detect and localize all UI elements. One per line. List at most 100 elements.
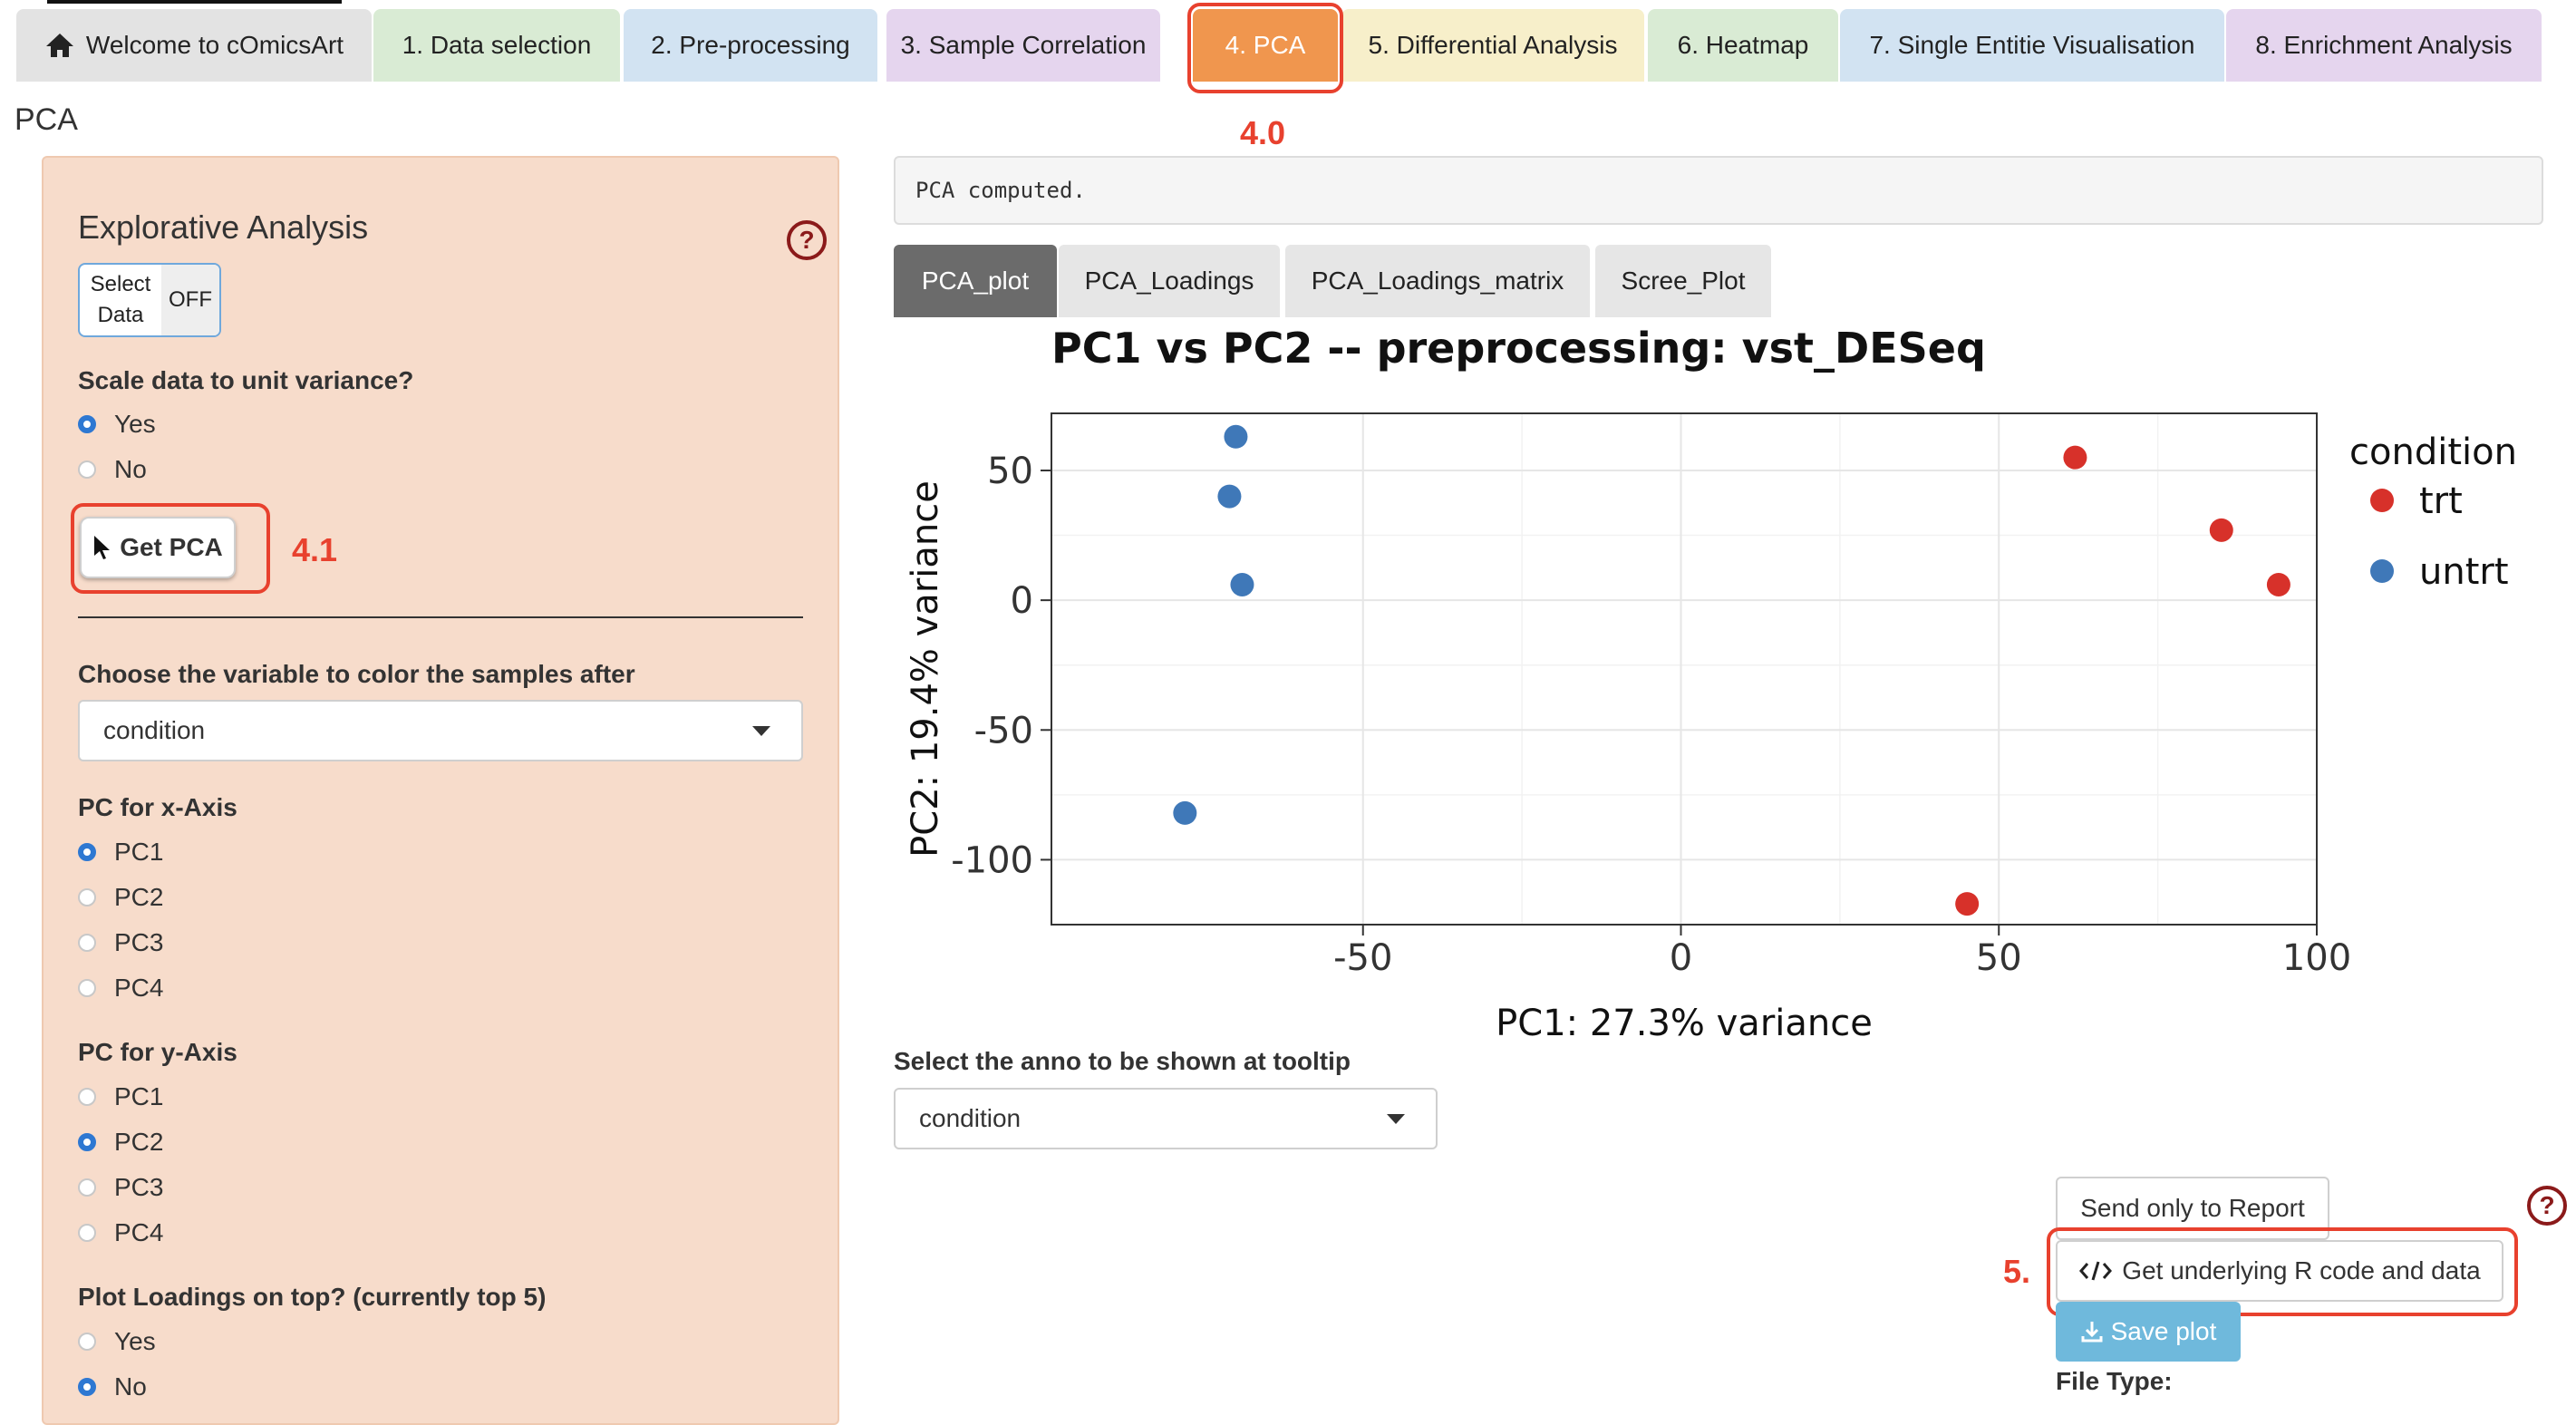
radio-unselected — [78, 934, 96, 952]
plot-panel — [1051, 413, 2317, 925]
radio-unselected — [78, 979, 96, 997]
scale-yes-radio[interactable]: Yes — [78, 410, 156, 439]
data-point-trt — [1955, 892, 1980, 916]
x-axis-title: PC1: 27.3% variance — [1496, 1003, 1873, 1042]
page-title: PCA — [15, 102, 78, 137]
send-to-report-button[interactable]: Send only to Report — [2056, 1177, 2329, 1240]
pc-y-pc4-radio[interactable]: PC4 — [78, 1218, 163, 1247]
radio-unselected — [78, 1178, 96, 1197]
scale-label: Scale data to unit variance? — [78, 366, 414, 394]
select-data-toggle[interactable]: Select Data OFF — [78, 263, 221, 337]
x-tick-label: 0 — [1670, 937, 1692, 979]
highlight-get-pca — [71, 503, 270, 594]
chevron-down-icon — [752, 726, 770, 736]
y-axis-title: PC2: 19.4% variance — [905, 480, 946, 858]
tab-pca-plot[interactable]: PCA_plot — [894, 245, 1057, 317]
status-output: PCA computed. — [894, 156, 2543, 225]
data-point-trt — [2209, 518, 2233, 542]
data-point-trt — [2063, 445, 2087, 470]
tab-step-1[interactable]: 1. Data selection — [373, 9, 620, 82]
radio-unselected — [78, 1224, 96, 1242]
highlight-rcode — [2047, 1227, 2518, 1316]
help-icon[interactable]: ? — [787, 220, 827, 260]
data-point-untrt — [1224, 424, 1248, 449]
pc-x-pc3-radio[interactable]: PC3 — [78, 928, 163, 957]
legend-label-untrt: untrt — [2419, 551, 2509, 593]
tab-step-6[interactable]: 6. Heatmap — [1648, 9, 1838, 82]
tooltip-anno-label: Select the anno to be shown at tooltip — [894, 1047, 1351, 1075]
scale-no-radio[interactable]: No — [78, 455, 147, 484]
x-tick-label: 100 — [2282, 937, 2351, 979]
get-rcode-button[interactable]: Get underlying R code and data — [2056, 1240, 2503, 1302]
legend-key-untrt — [2370, 559, 2394, 583]
toggle-label: Select Data — [90, 272, 151, 327]
annotation-get-pca-step: 4.1 — [292, 531, 338, 568]
color-by-select[interactable]: condition — [78, 700, 803, 761]
sidebar-panel — [42, 156, 839, 1425]
y-tick-label: 50 — [987, 451, 1033, 492]
tab-strip-edge — [47, 0, 342, 4]
divider — [78, 616, 803, 618]
tab-pca-loadings-matrix[interactable]: PCA_Loadings_matrix — [1285, 245, 1590, 317]
chevron-down-icon — [1387, 1114, 1405, 1124]
chart-title: PC1 vs PC2 -- preprocessing: vst_DESeq — [1051, 324, 1986, 373]
pc-x-label: PC for x-Axis — [78, 793, 237, 821]
tab-step-8[interactable]: 8. Enrichment Analysis — [2226, 9, 2542, 82]
legend-title: condition — [2349, 431, 2517, 473]
y-tick-label: -50 — [974, 710, 1033, 751]
pca-plot-area: -50 0 50 100 50 0 -50 -100 PC1 vs PC2 -- preproc… — [894, 317, 2543, 1044]
radio-selected — [78, 843, 96, 861]
pc-y-pc2-radio[interactable]: PC2 — [78, 1128, 163, 1157]
radio-unselected — [78, 888, 96, 906]
annotation-tab-step: 4.0 — [1240, 114, 1286, 151]
x-tick-label: -50 — [1333, 937, 1392, 979]
pca-scatter-chart: -50 0 50 100 50 0 -50 -100 PC1 vs PC2 -- preproc… — [905, 324, 2517, 1044]
save-plot-button[interactable]: Save plot — [2056, 1302, 2241, 1362]
data-point-untrt — [1173, 800, 1197, 825]
tab-step-4[interactable]: 4. PCA — [1193, 9, 1338, 82]
y-tick-label: -100 — [951, 839, 1033, 881]
pc-x-pc2-radio[interactable]: PC2 — [78, 883, 163, 912]
radio-selected — [78, 1378, 96, 1396]
download-icon — [2080, 1320, 2104, 1343]
tab-step-3[interactable]: 3. Sample Correlation — [886, 9, 1160, 82]
loadings-yes-radio[interactable]: Yes — [78, 1327, 156, 1356]
tooltip-anno-select[interactable]: condition — [894, 1088, 1438, 1149]
y-tick-label: 0 — [1011, 580, 1033, 622]
radio-unselected — [78, 460, 96, 479]
loadings-no-radio[interactable]: No — [78, 1372, 147, 1401]
help-icon[interactable]: ? — [2527, 1186, 2567, 1226]
legend-label-trt: trt — [2419, 480, 2463, 522]
tab-scree-plot[interactable]: Scree_Plot — [1595, 245, 1771, 317]
annotation-rcode-step: 5. — [2003, 1253, 2031, 1290]
pc-x-pc1-radio[interactable]: PC1 — [78, 838, 163, 867]
x-tick-label: 50 — [1976, 937, 2022, 979]
pc-x-pc4-radio[interactable]: PC4 — [78, 974, 163, 1003]
data-point-untrt — [1230, 572, 1254, 596]
tab-pca-loadings[interactable]: PCA_Loadings — [1059, 245, 1280, 317]
code-icon — [2078, 1259, 2113, 1283]
data-point-untrt — [1217, 484, 1242, 509]
pc-y-label: PC for y-Axis — [78, 1038, 237, 1066]
color-by-label: Choose the variable to color the samples… — [78, 660, 635, 688]
sidebar-heading: Explorative Analysis — [78, 208, 369, 246]
radio-selected — [78, 1133, 96, 1151]
file-type-label: File Type: — [2056, 1367, 2173, 1395]
tab-step-7[interactable]: 7. Single Entitie Visualisation — [1840, 9, 2224, 82]
data-point-trt — [2266, 572, 2290, 596]
get-pca-button[interactable]: Get PCA — [80, 517, 236, 578]
tab-step-5[interactable]: 5. Differential Analysis — [1341, 9, 1644, 82]
top-nav: Welcome to cOmicsArt 1. Data selection 2. … — [0, 0, 2576, 91]
radio-unselected — [78, 1333, 96, 1351]
radio-unselected — [78, 1088, 96, 1106]
legend-key-trt — [2370, 489, 2394, 512]
highlight-pca-tab — [1187, 3, 1343, 93]
tab-welcome[interactable]: Welcome to cOmicsArt — [16, 9, 372, 82]
home-icon — [44, 32, 75, 59]
pc-y-pc3-radio[interactable]: PC3 — [78, 1173, 163, 1202]
pc-y-pc1-radio[interactable]: PC1 — [78, 1082, 163, 1111]
loadings-label: Plot Loadings on top? (currently top 5) — [78, 1283, 547, 1311]
cursor-icon — [92, 534, 112, 561]
tab-step-2[interactable]: 2. Pre-processing — [624, 9, 877, 82]
radio-selected — [78, 415, 96, 433]
